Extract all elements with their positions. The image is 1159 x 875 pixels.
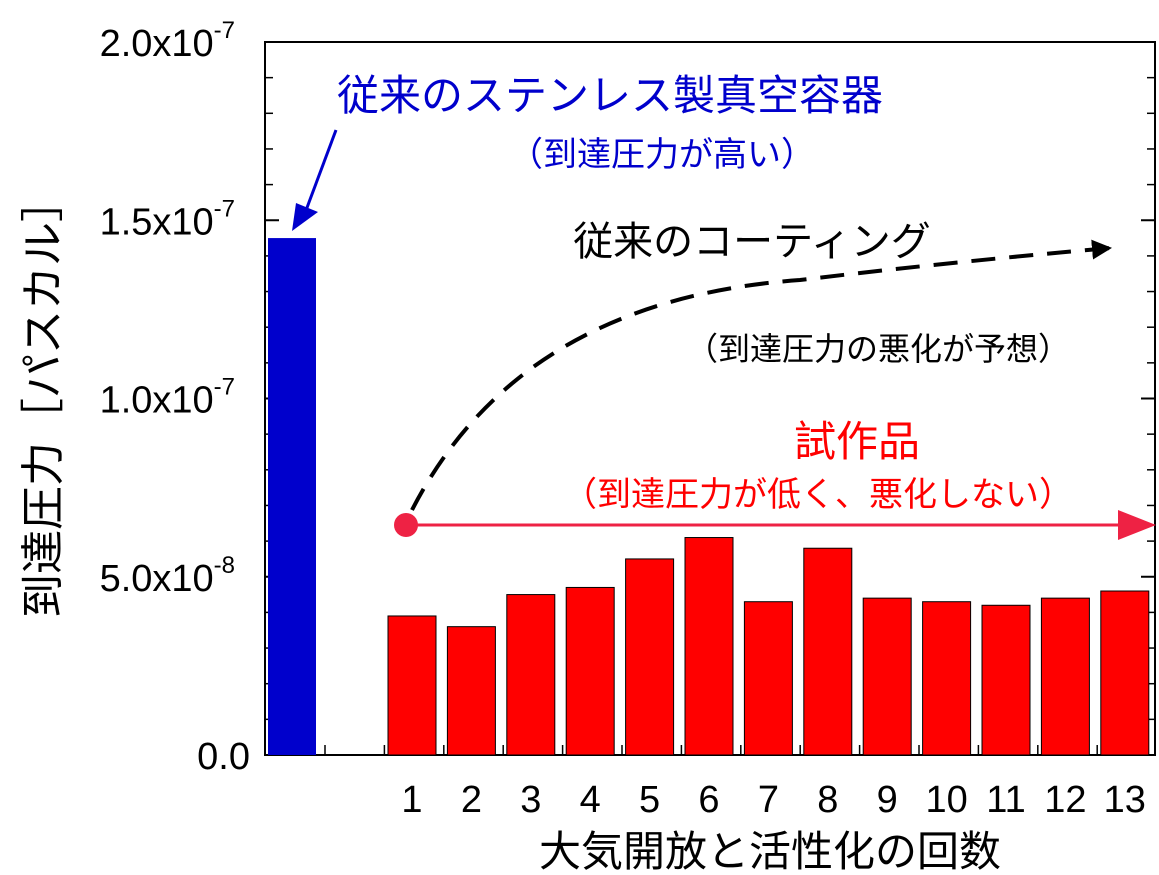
prototype-subtitle: （到達圧力が低く、悪化しない） (563, 475, 1073, 515)
x-tick-label: 8 (817, 779, 838, 821)
y-tick-label: 1.5x10-7 (100, 195, 235, 243)
y-axis-label: 到達圧力［パスカル］ (18, 178, 69, 618)
bar-7 (743, 601, 793, 756)
x-tick-label: 10 (925, 779, 967, 821)
x-tick-label: 11 (986, 779, 1025, 821)
bar-12 (1040, 597, 1090, 756)
bar-1 (387, 615, 437, 756)
x-axis-label: 大気開放と活性化の回数 (539, 827, 1001, 875)
bar-5 (625, 558, 675, 756)
x-axis-ticks: 1 2 3 4 5 6 7 8 9 10 11 12 13 (324, 745, 1146, 821)
y-tick-label: 0.0 (197, 736, 250, 778)
x-tick-label: 5 (639, 779, 660, 821)
bar-reference (268, 238, 316, 755)
bars (268, 238, 1150, 756)
x-tick-label: 7 (758, 779, 779, 821)
y-axis-ticks: 0.0 5.0x10-8 1.0x10-7 1.5x10-7 2.0x10-7 (100, 17, 1155, 778)
bar-2 (446, 626, 496, 756)
bar-11 (981, 604, 1031, 756)
bar-10 (922, 601, 972, 756)
y-tick-label: 1.0x10-7 (100, 374, 235, 422)
prototype-arrow (394, 510, 1156, 540)
prototype-title: 試作品 (794, 417, 920, 466)
stainless-title: 従来のステンレス製真空容器 (337, 71, 883, 120)
x-tick-label: 6 (698, 779, 719, 821)
x-tick-label: 1 (401, 779, 422, 821)
bar-3 (506, 594, 556, 756)
y-tick-label: 2.0x10-7 (100, 17, 235, 65)
stainless-arrow (292, 129, 338, 231)
x-tick-label: 4 (580, 779, 601, 821)
x-tick-label: 12 (1044, 779, 1086, 821)
x-tick-label: 3 (520, 779, 541, 821)
x-tick-label: 13 (1104, 779, 1146, 821)
x-tick-label: 9 (877, 779, 898, 821)
bar-8 (803, 547, 853, 756)
coating-title: 従来のコーティング (573, 219, 931, 265)
bar-6 (684, 537, 734, 756)
stainless-subtitle: （到達圧力が高い） (509, 135, 815, 175)
coating-dashed-arrow (410, 239, 1112, 511)
coating-subtitle: （到達圧力の悪化が予想） (686, 330, 1070, 368)
x-tick-label: 2 (461, 779, 482, 821)
bar-13 (1100, 590, 1150, 756)
bar-9 (862, 597, 912, 756)
y-tick-label: 5.0x10-8 (100, 552, 235, 600)
bar-4 (565, 586, 615, 756)
